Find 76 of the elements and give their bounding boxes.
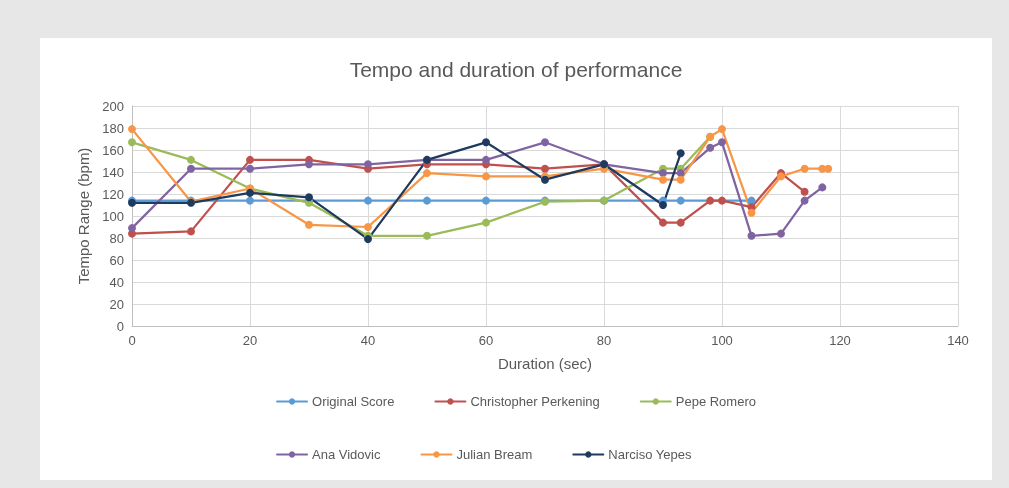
point bbox=[659, 201, 667, 209]
legend-label: Pepe Romero bbox=[675, 394, 756, 409]
point bbox=[718, 138, 726, 147]
point bbox=[364, 196, 372, 205]
legend-label: Ana Vidovic bbox=[312, 447, 381, 462]
point bbox=[541, 138, 549, 147]
point bbox=[305, 220, 313, 229]
y-tick-label: 180 bbox=[102, 120, 124, 136]
point bbox=[718, 125, 726, 134]
point bbox=[482, 155, 490, 164]
point bbox=[747, 208, 756, 217]
y-tick-label: 40 bbox=[109, 274, 124, 290]
point bbox=[800, 196, 809, 205]
point bbox=[824, 164, 833, 173]
y-tick-label: 120 bbox=[102, 186, 124, 202]
x-tick-label: 120 bbox=[829, 333, 851, 348]
point bbox=[364, 235, 372, 244]
point bbox=[128, 125, 136, 134]
y-tick-label: 200 bbox=[102, 98, 124, 114]
point bbox=[423, 169, 431, 178]
x-tick-label: 40 bbox=[360, 333, 376, 348]
x-tick-label: 140 bbox=[947, 333, 969, 348]
point bbox=[800, 187, 809, 196]
y-tick-label: 20 bbox=[109, 296, 124, 312]
legend-label: Narciso Yepes bbox=[608, 447, 692, 462]
point bbox=[676, 169, 685, 178]
point bbox=[482, 138, 490, 147]
y-tick-label: 160 bbox=[102, 142, 124, 158]
legend-label: Original Score bbox=[312, 394, 395, 409]
chart-title: Tempo and duration of performance bbox=[349, 58, 683, 81]
y-tick-label: 100 bbox=[102, 208, 124, 224]
point bbox=[676, 149, 685, 158]
point bbox=[423, 231, 431, 240]
point bbox=[246, 164, 254, 173]
point bbox=[482, 218, 490, 227]
point bbox=[659, 175, 667, 184]
point bbox=[187, 155, 195, 164]
x-tick-label: 80 bbox=[596, 333, 612, 348]
x-tick-label: 60 bbox=[478, 333, 494, 348]
x-tick-label: 0 bbox=[128, 333, 136, 348]
point bbox=[128, 138, 136, 147]
point bbox=[541, 164, 549, 173]
point bbox=[676, 175, 685, 184]
point bbox=[364, 223, 372, 231]
point bbox=[187, 227, 195, 236]
point bbox=[706, 196, 715, 205]
point bbox=[482, 172, 490, 181]
point bbox=[676, 196, 685, 205]
point bbox=[364, 160, 372, 169]
point bbox=[706, 143, 715, 152]
y-tick-label: 0 bbox=[116, 318, 124, 334]
y-tick-label: 60 bbox=[109, 252, 124, 268]
point bbox=[128, 224, 136, 233]
y-axis-title: Tempo Range (bpm) bbox=[75, 147, 93, 285]
point bbox=[800, 164, 809, 173]
point bbox=[818, 183, 827, 192]
point bbox=[747, 231, 756, 240]
point bbox=[718, 196, 726, 205]
legend-label: Christopher Perkening bbox=[470, 394, 600, 409]
legend-label: Julian Bream bbox=[456, 447, 533, 462]
point bbox=[482, 196, 490, 205]
y-tick-label: 80 bbox=[109, 230, 124, 246]
x-tick-label: 20 bbox=[242, 333, 258, 348]
point bbox=[659, 218, 667, 227]
point bbox=[659, 169, 667, 178]
point bbox=[187, 164, 195, 173]
point bbox=[305, 160, 313, 169]
point bbox=[777, 229, 785, 238]
point bbox=[246, 196, 254, 205]
y-tick-label: 140 bbox=[102, 164, 124, 180]
point bbox=[676, 218, 685, 227]
x-tick-label: 100 bbox=[711, 333, 733, 348]
point bbox=[423, 196, 431, 205]
point bbox=[246, 155, 254, 164]
x-axis-title: Duration (sec) bbox=[497, 355, 593, 372]
point bbox=[246, 188, 254, 197]
